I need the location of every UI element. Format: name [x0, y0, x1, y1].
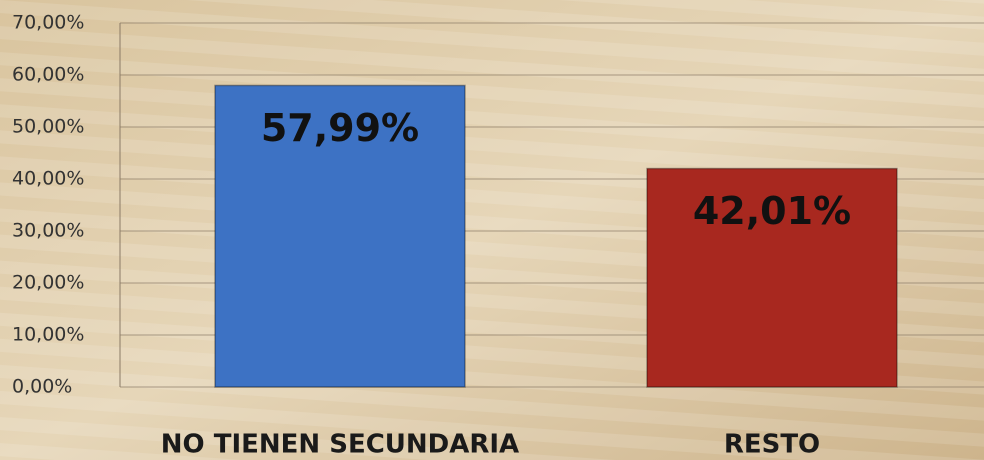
value-label: 57,99%	[261, 106, 419, 150]
y-tick-label: 0,00%	[12, 376, 72, 398]
y-tick-label: 70,00%	[12, 12, 84, 34]
bar	[646, 167, 898, 388]
value-label: 42,01%	[693, 189, 851, 233]
x-tick-label: RESTO	[724, 430, 820, 460]
bar	[214, 84, 466, 388]
y-tick-label: 60,00%	[12, 64, 84, 86]
y-tick-label: 40,00%	[12, 168, 84, 190]
y-tick-label: 20,00%	[12, 272, 84, 294]
y-tick-label: 30,00%	[12, 220, 84, 242]
y-tick-label: 50,00%	[12, 116, 84, 138]
x-tick-label: NO TIENEN SECUNDARIA	[161, 430, 519, 460]
y-tick-label: 10,00%	[12, 324, 84, 346]
